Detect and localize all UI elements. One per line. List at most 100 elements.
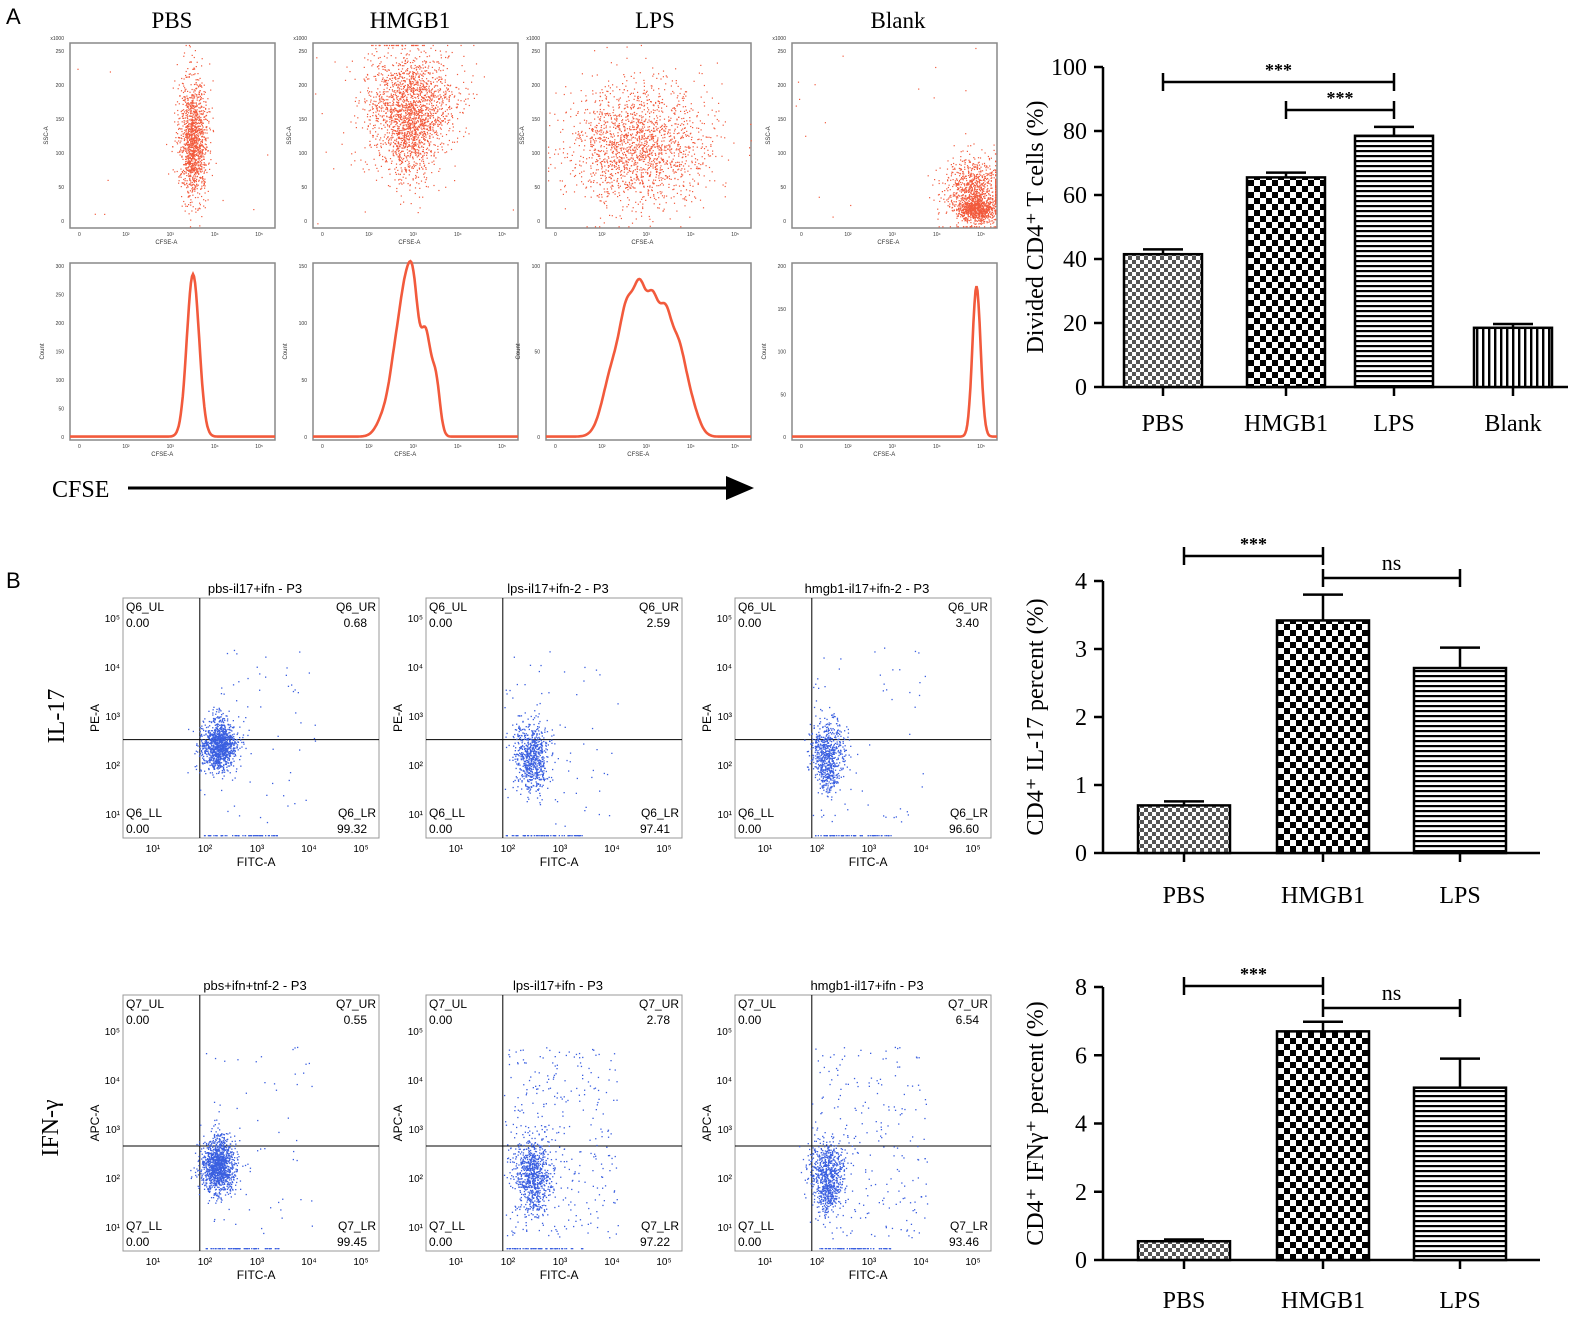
event-dot: [433, 100, 435, 102]
event-dot: [652, 140, 655, 142]
event-dot: [429, 132, 431, 135]
event-dot: [407, 145, 409, 148]
event-dot: [662, 76, 664, 78]
event-dot: [641, 179, 643, 181]
event-dot: [195, 121, 197, 123]
event-dot: [622, 83, 624, 85]
event-dot: [596, 182, 598, 184]
event-dot: [432, 60, 434, 62]
event-dot: [588, 157, 590, 159]
event-dot: [412, 73, 414, 75]
event-dot: [437, 89, 439, 91]
event-dot: [406, 70, 409, 72]
event-dot: [403, 110, 405, 112]
event-dot: [417, 96, 419, 98]
event-dot: [615, 162, 617, 164]
event-dot: [385, 122, 387, 124]
event-dot: [438, 170, 440, 172]
scatter-xtick: 10⁵: [731, 232, 739, 238]
event-dot: [187, 115, 189, 117]
event-dot: [391, 151, 393, 153]
event-dot: [430, 82, 432, 85]
event-dot: [391, 77, 393, 79]
event-dot: [414, 44, 417, 47]
event-dot: [414, 76, 416, 78]
event-dot: [667, 167, 669, 169]
event-dot: [610, 178, 612, 180]
event-dot: [179, 175, 181, 177]
event-dot: [203, 146, 205, 149]
event-dot: [602, 133, 604, 135]
event-dot: [426, 103, 428, 105]
event-dot: [417, 121, 419, 123]
event-dot: [195, 128, 197, 130]
event-dot: [401, 137, 403, 139]
event-dot: [209, 111, 211, 113]
event-dot: [394, 179, 396, 181]
event-dot: [626, 184, 629, 186]
event-dot: [423, 50, 425, 52]
event-dot: [652, 182, 654, 185]
event-dot: [658, 130, 661, 133]
event-dot: [208, 163, 210, 165]
event-dot: [197, 161, 199, 163]
event-dot: [186, 160, 188, 162]
event-dot: [400, 162, 402, 165]
event-dot: [608, 85, 610, 87]
event-dot: [354, 78, 356, 80]
event-dot: [581, 73, 583, 75]
event-dot: [375, 105, 377, 107]
event-dot: [383, 99, 385, 101]
event-dot: [426, 106, 428, 108]
event-dot: [602, 174, 604, 177]
event-dot: [618, 167, 620, 169]
event-dot: [191, 210, 193, 212]
event-dot: [613, 160, 615, 162]
event-dot: [381, 78, 384, 80]
event-dot: [444, 110, 446, 112]
event-dot: [627, 189, 629, 191]
event-dot: [188, 129, 190, 131]
event-dot: [658, 156, 660, 158]
event-dot: [696, 116, 698, 118]
event-dot: [409, 133, 411, 135]
event-dot: [445, 104, 447, 106]
event-dot: [398, 98, 401, 100]
event-dot: [410, 113, 412, 115]
event-dot: [410, 66, 412, 68]
event-dot: [428, 162, 430, 164]
event-dot: [397, 44, 399, 47]
event-dot: [369, 104, 371, 106]
event-dot: [198, 91, 200, 93]
event-dot: [627, 171, 629, 173]
event-dot: [412, 83, 414, 85]
event-dot: [408, 106, 410, 108]
event-dot: [199, 146, 201, 148]
event-dot: [182, 158, 184, 160]
event-dot: [422, 64, 424, 66]
scatter-ytick: 150: [532, 117, 541, 123]
event-dot: [204, 169, 206, 171]
event-dot: [382, 119, 384, 122]
event-dot: [627, 134, 629, 136]
event-dot: [215, 162, 217, 164]
event-dot: [406, 149, 408, 151]
event-dot: [674, 141, 676, 143]
event-dot: [431, 104, 433, 106]
event-dot: [201, 82, 203, 84]
event-dot: [187, 141, 189, 143]
event-dot: [441, 82, 443, 84]
event-dot: [447, 84, 449, 86]
event-dot: [199, 103, 201, 105]
event-dot: [201, 141, 203, 143]
event-dot: [196, 139, 198, 141]
event-dot: [177, 121, 179, 123]
event-dot: [431, 88, 434, 90]
event-dot: [191, 188, 193, 190]
event-dot: [188, 44, 191, 47]
event-dot: [421, 142, 424, 144]
event-dot: [187, 90, 189, 92]
event-dot: [600, 177, 602, 179]
event-dot: [688, 135, 690, 137]
event-dot: [624, 183, 626, 185]
